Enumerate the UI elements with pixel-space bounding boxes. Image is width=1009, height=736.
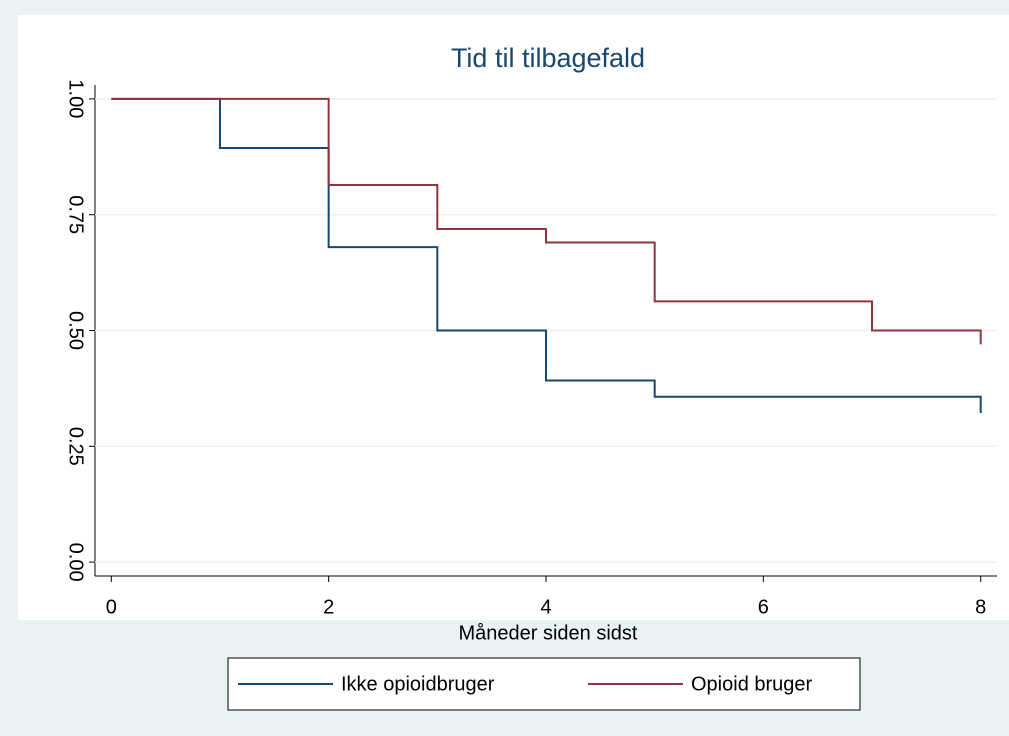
- x-axis-label: Måneder siden sidst: [459, 622, 638, 644]
- legend-label: Ikke opioidbruger: [341, 673, 495, 695]
- y-tick-label: 0.25: [65, 427, 87, 466]
- y-tick-label: 0.75: [65, 195, 87, 234]
- legend: Ikke opioidbruger Opioid bruger: [227, 657, 861, 711]
- y-tick-label: 0.00: [65, 543, 87, 582]
- chart-title: Tid til tilbagefald: [451, 43, 645, 73]
- x-tick-label: 2: [323, 596, 334, 618]
- x-tick-label: 6: [758, 596, 769, 618]
- survival-line: [111, 97, 982, 345]
- survival-line: [111, 97, 982, 413]
- y-tick-label: 0.50: [65, 311, 87, 350]
- y-tick-label: 1.00: [65, 79, 87, 118]
- x-tick-label: 8: [975, 596, 986, 618]
- legend-label: Opioid bruger: [691, 673, 813, 695]
- x-tick-label: 4: [540, 596, 551, 618]
- legend-box: [227, 657, 861, 711]
- plot-region: [18, 15, 1009, 620]
- x-tick-label: 0: [106, 596, 117, 618]
